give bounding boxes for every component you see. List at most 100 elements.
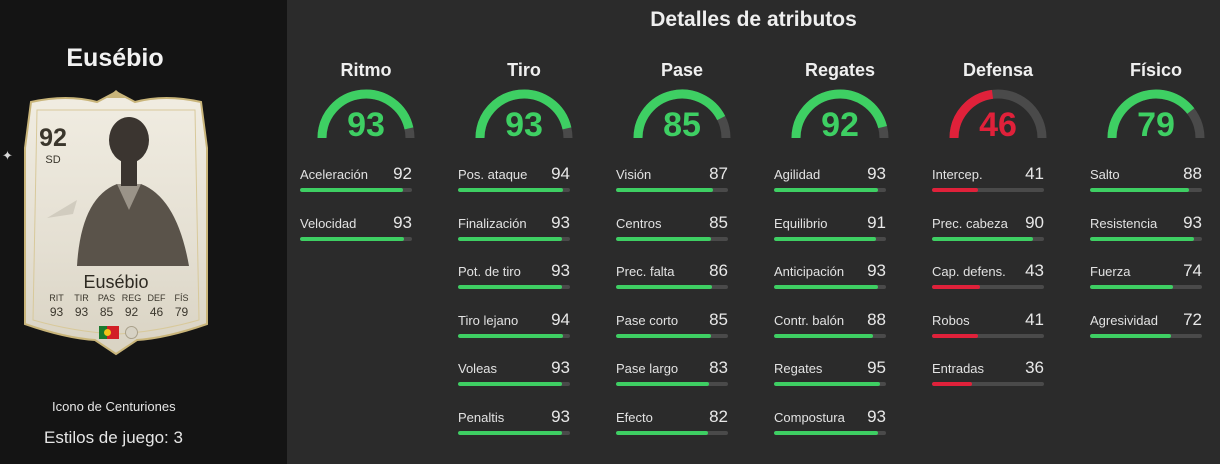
attribute-name: Contr. balón: [774, 312, 845, 328]
card-type: Icono de Centuriones: [52, 399, 176, 414]
attribute-value: 94: [551, 309, 570, 329]
attribute-bar: [1090, 285, 1202, 289]
portugal-flag-icon: [98, 326, 119, 339]
attribute-bar-fill: [458, 333, 564, 338]
attribute-value: 41: [1025, 309, 1044, 329]
attribute-row: Pos. ataque 94: [458, 164, 570, 207]
category-value: 79: [1137, 106, 1175, 144]
attribute-name: Pot. de tiro: [458, 264, 521, 279]
attribute-name: Intercep.: [932, 167, 983, 182]
attribute-bar-fill: [458, 236, 563, 241]
attribute-bar-fill: [616, 430, 708, 435]
attribute-name: Cap. defens.: [932, 264, 1006, 279]
attribute-value: 88: [867, 309, 886, 329]
attribute-row: Pot. de tiro 93: [458, 261, 570, 304]
category-gauge: [475, 89, 573, 139]
attribute-value: 88: [1183, 164, 1202, 183]
attribute-bar-fill: [616, 188, 714, 192]
attribute-row: Pase largo 83: [616, 358, 728, 401]
attribute-name: Anticipación: [774, 264, 845, 279]
attribute-bar-fill: [458, 430, 563, 435]
attribute-name: Pase largo: [616, 361, 679, 376]
attribute-name: Efecto: [616, 409, 653, 425]
attribute-value: 85: [709, 212, 728, 232]
attribute-bar-fill: [774, 382, 881, 386]
attribute-name: Regates: [774, 361, 823, 376]
attribute-bar: [932, 333, 1044, 338]
section-title: Detalles de atributos: [650, 8, 857, 31]
attribute-bar: [616, 382, 728, 386]
gauge-fill: [633, 89, 726, 139]
attribute-value: 93: [551, 212, 570, 232]
attribute-bar-fill: [932, 382, 973, 386]
attribute-value: 93: [1183, 212, 1202, 232]
player-card[interactable]: 92 SD Eusébio RIT 93 TIR 93 PAS 85 REG 92 DE…: [17, 88, 215, 356]
attribute-name: Visión: [616, 167, 652, 182]
card-stat-value: 92: [124, 305, 139, 319]
attribute-name: Fuerza: [1090, 264, 1131, 279]
attribute-row: Aceleración 92: [300, 164, 412, 207]
card-flags: [93, 326, 143, 340]
attribute-bar-fill: [774, 188, 879, 192]
attribute-bar: [458, 188, 570, 192]
card-stat-label: REG: [121, 293, 142, 303]
card-stat-label: TIR: [74, 293, 89, 303]
category-value: 46: [979, 106, 1017, 144]
attribute-name: Prec. falta: [616, 264, 675, 279]
attribute-row: Pase corto 85: [616, 310, 728, 353]
attribute-value: 41: [1025, 164, 1044, 183]
card-stat-label: RIT: [49, 293, 64, 303]
attribute-bar: [932, 188, 1044, 192]
attribute-value: 95: [867, 358, 886, 377]
attribute-bar: [458, 333, 570, 338]
attribute-bar-fill: [458, 188, 564, 192]
card-stat: DEF 46: [144, 293, 169, 319]
attribute-bar-fill: [774, 430, 879, 435]
category-gauge: [791, 89, 889, 139]
category-value: 92: [821, 106, 859, 144]
attribute-bar: [932, 236, 1044, 241]
attribute-bar-fill: [932, 285, 981, 289]
attribute-bar: [932, 382, 1044, 386]
card-stat-value: 85: [99, 305, 114, 319]
attribute-name: Pos. ataque: [458, 167, 528, 182]
category-name: Regates: [804, 60, 876, 80]
attribute-bar-fill: [616, 382, 709, 386]
attribute-bar-fill: [616, 285, 713, 289]
attribute-row: Prec. cabeza 90: [932, 213, 1044, 256]
attribute-name: Velocidad: [300, 215, 357, 231]
attribute-value: 93: [551, 406, 570, 426]
card-stat: FÍS 79: [169, 293, 194, 319]
attribute-bar: [774, 382, 886, 386]
attribute-row: Intercep. 41: [932, 164, 1044, 207]
attribute-row: Contr. balón 88: [774, 309, 886, 353]
card-stat-value: 79: [174, 305, 189, 319]
attribute-bar: [774, 236, 886, 241]
attribute-bar: [616, 333, 728, 338]
attribute-bar-fill: [774, 285, 879, 289]
category-0: Ritmo 93 Aceleración 92 Velocidad 93: [296, 0, 436, 464]
card-player-name: Eusébio: [83, 272, 149, 292]
card-stat: PAS 85: [94, 293, 119, 319]
attribute-bar: [300, 236, 412, 241]
attribute-bar-fill: [1090, 236, 1195, 241]
attribute-name: Voleas: [458, 361, 498, 376]
category-name: Tiro: [507, 60, 541, 80]
attribute-bar: [616, 430, 728, 435]
attribute-bar-fill: [774, 333, 873, 338]
category-4: Defensa 46 Intercep. 41 Prec. cabeza 90 Cap. d…: [928, 0, 1068, 464]
attribute-value: 83: [709, 358, 728, 377]
playstyle-icon: ✦: [2, 148, 13, 163]
attribute-value: 43: [1025, 261, 1044, 280]
gauge-fill: [949, 89, 994, 139]
attribute-row: Salto 88: [1090, 164, 1202, 207]
category-gauge: [633, 89, 731, 139]
attribute-row: Equilibrio 91: [774, 213, 886, 256]
play-styles-count[interactable]: Estilos de juego: 3: [44, 428, 183, 447]
attribute-name: Salto: [1090, 167, 1120, 182]
attribute-bar: [774, 333, 886, 338]
player-panel: Eusébio 92 SD Eusébio: [0, 0, 287, 464]
attribute-bar: [1090, 188, 1202, 192]
attribute-value: 93: [867, 164, 886, 183]
gauge-fill: [1107, 89, 1195, 139]
